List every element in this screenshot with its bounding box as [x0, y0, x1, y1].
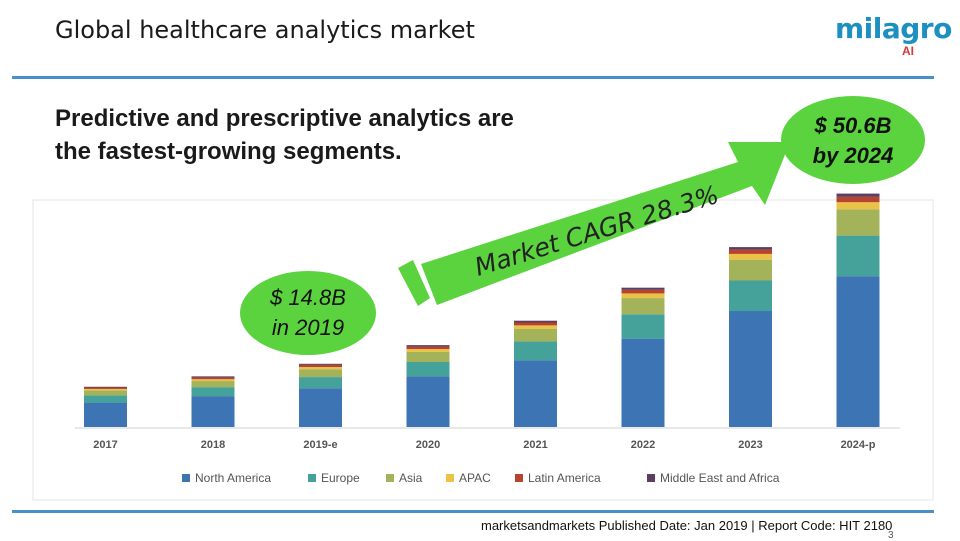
bar-2023-europe [729, 280, 772, 312]
bar-2020-europe [406, 362, 450, 377]
x-tick-2020: 2020 [416, 439, 440, 451]
legend-swatch [446, 474, 454, 482]
legend-label: Asia [399, 471, 423, 485]
bar-2020-latin-america [406, 346, 450, 350]
bar-2019-e-europe [299, 377, 342, 389]
x-tick-2019-e: 2019-e [303, 439, 337, 451]
bar-2019-e-latin-america [299, 364, 342, 368]
bar-2024-p-latin-america [836, 196, 880, 203]
bar-2018-europe [191, 387, 235, 397]
bar-2019-e-apac [299, 367, 342, 370]
bar-2022-latin-america [621, 289, 665, 294]
bar-2017-apac [84, 388, 127, 391]
legend-swatch [182, 474, 190, 482]
bars-layer [84, 193, 880, 427]
bar-2023-middle-east-and-africa [729, 247, 772, 250]
legend-swatch [647, 474, 655, 482]
bar-2024-p-europe [836, 235, 880, 277]
small-arrow-segment [398, 260, 430, 306]
bottom-divider [12, 510, 934, 513]
bar-2023-latin-america [729, 249, 772, 254]
bar-2018-latin-america [191, 377, 235, 380]
bar-2020-asia [406, 351, 450, 363]
bar-2019-e-north-america [299, 388, 342, 427]
bar-2021-north-america [514, 360, 557, 427]
top-divider [12, 76, 934, 79]
bar-2017-latin-america [84, 387, 127, 389]
legend-label: Europe [321, 471, 360, 485]
bar-2017-north-america [84, 402, 127, 427]
bar-2024-p-apac [836, 202, 880, 210]
bar-2021-middle-east-and-africa [514, 320, 557, 323]
page-number: 3 [888, 530, 894, 541]
x-tick-2022: 2022 [631, 439, 655, 451]
bar-2021-latin-america [514, 322, 557, 326]
bar-2018-apac [191, 379, 235, 382]
headline: Predictive and prescriptive analytics ar… [55, 105, 514, 165]
bar-2021-asia [514, 328, 557, 342]
legend-item-north-america: North America [182, 471, 271, 485]
bar-2020-north-america [406, 376, 450, 427]
start-value-bubble [240, 271, 376, 355]
bar-2023-north-america [729, 311, 772, 427]
bar-2022-europe [621, 314, 665, 339]
legend-item-middle-east-and-africa: Middle East and Africa [647, 471, 780, 485]
end-value-bubble [781, 96, 925, 184]
bar-2017-asia [84, 390, 127, 396]
legend-label: Middle East and Africa [660, 471, 780, 485]
x-tick-2023: 2023 [738, 439, 762, 451]
chart-legend: North America Europe Asia APAC Latin America… [182, 471, 780, 485]
bar-2024-p-middle-east-and-africa [836, 193, 880, 197]
bar-2018-middle-east-and-africa [191, 376, 235, 378]
bar-2018-north-america [191, 396, 235, 427]
bar-2022-middle-east-and-africa [621, 287, 665, 290]
logo-wordmark: milagro [835, 12, 952, 45]
legend-label: APAC [459, 471, 491, 485]
x-tick-2021: 2021 [523, 439, 547, 451]
bar-2017-europe [84, 395, 127, 403]
legend-label: North America [195, 471, 271, 485]
bar-2024-p-asia [836, 209, 880, 236]
x-tick-labels: 2017 2018 2019-e 2020 2021 2022 2023 2024-p [93, 439, 875, 451]
start-value-text: $ 14.8B [269, 285, 346, 310]
legend-swatch [386, 474, 394, 482]
bar-2022-apac [621, 293, 665, 299]
legend-item-asia: Asia [386, 471, 423, 485]
x-tick-2018: 2018 [201, 439, 225, 451]
bar-2018-asia [191, 381, 235, 388]
growth-arrow [421, 142, 790, 305]
bar-2017-middle-east-and-africa [84, 386, 127, 388]
x-tick-2024-p: 2024-p [841, 439, 876, 451]
bar-2023-asia [729, 259, 772, 281]
end-year-text: by 2024 [813, 143, 894, 168]
legend-item-latin-america: Latin America [515, 471, 601, 485]
x-tick-2017: 2017 [93, 439, 117, 451]
source-citation: marketsandmarkets Published Date: Jan 20… [481, 518, 893, 533]
end-value-text: $ 50.6B [813, 113, 891, 138]
bar-2021-europe [514, 341, 557, 361]
legend-swatch [308, 474, 316, 482]
bar-2019-e-middle-east-and-africa [299, 363, 342, 365]
bar-2020-apac [406, 349, 450, 352]
bar-2022-asia [621, 298, 665, 315]
bar-2022-north-america [621, 338, 665, 427]
legend-item-europe: Europe [308, 471, 360, 485]
bar-2019-e-asia [299, 369, 342, 378]
bar-2024-p-north-america [836, 276, 880, 427]
bar-2023-apac [729, 253, 772, 260]
legend-label: Latin America [528, 471, 601, 485]
start-year-text: in 2019 [272, 315, 344, 340]
logo-subtext: AI [902, 44, 914, 58]
page-title: Global healthcare analytics market [55, 16, 475, 44]
bar-2020-middle-east-and-africa [406, 345, 450, 347]
milagro-logo: milagro AI [835, 12, 952, 59]
legend-item-apac: APAC [446, 471, 491, 485]
legend-swatch [515, 474, 523, 482]
bar-2021-apac [514, 325, 557, 329]
